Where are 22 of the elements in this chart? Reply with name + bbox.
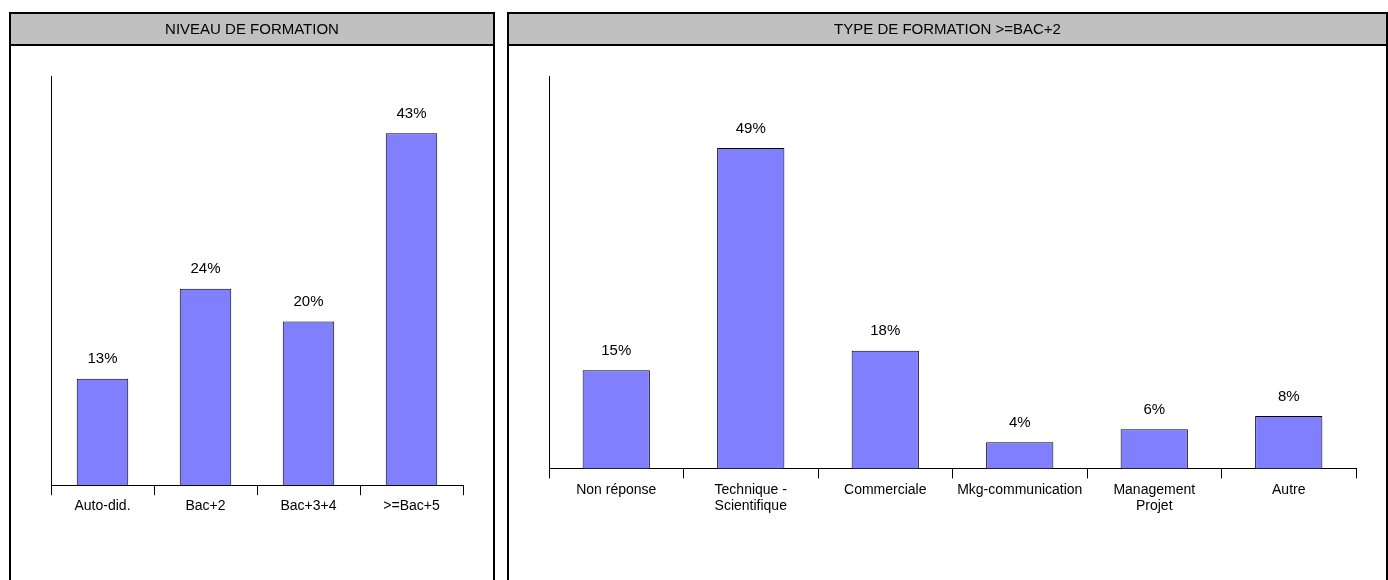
x-tick-label: Management Projet xyxy=(1113,480,1196,514)
x-tick-label: Auto-did. xyxy=(74,497,131,514)
data-label: 43% xyxy=(396,103,427,121)
data-label: 20% xyxy=(293,292,324,310)
x-tick-label: Autre xyxy=(1272,480,1306,497)
x-tick-label: Mkg-communication xyxy=(957,480,1083,497)
x-tick-label: Bac+3+4 xyxy=(280,497,337,514)
data-label: 4% xyxy=(1008,412,1031,430)
x-tick-label: Bac+2 xyxy=(185,497,226,514)
data-label: 15% xyxy=(601,340,632,358)
x-tick-label: Technique - Scientifique xyxy=(714,480,788,514)
chart-title: TYPE DE FORMATION >=BAC+2 xyxy=(509,14,1386,46)
data-label: 6% xyxy=(1143,399,1166,417)
data-label: 8% xyxy=(1277,386,1300,404)
x-tick-label: Commerciale xyxy=(844,480,927,497)
data-label: 24% xyxy=(190,259,221,277)
data-label: 13% xyxy=(87,349,118,367)
x-tick-label: Non réponse xyxy=(576,480,657,497)
chart-title: NIVEAU DE FORMATION xyxy=(11,14,493,46)
data-label: 49% xyxy=(735,118,766,136)
data-label: 18% xyxy=(870,321,901,339)
x-tick-label: >=Bac+5 xyxy=(383,497,440,514)
